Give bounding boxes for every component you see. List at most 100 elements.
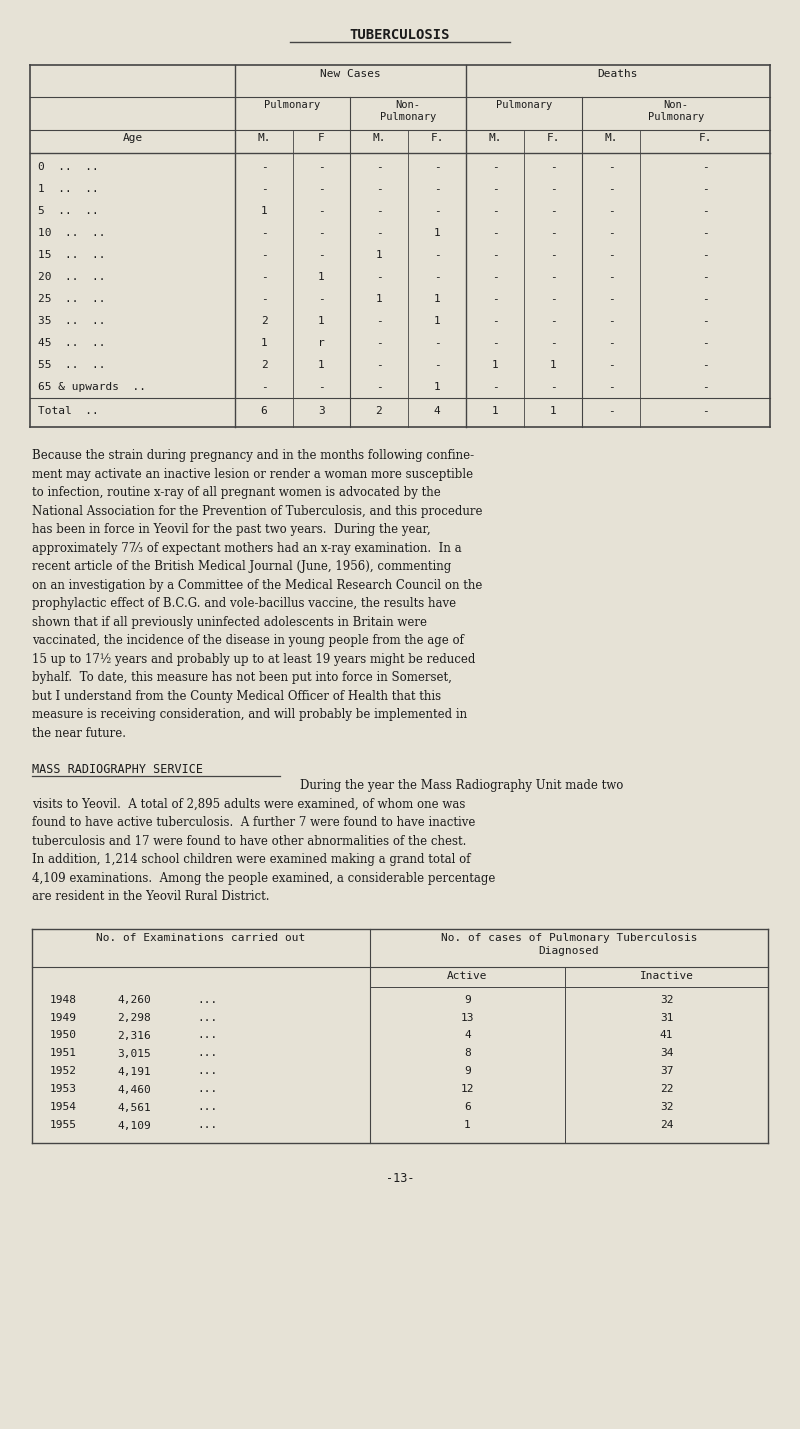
Text: -: - xyxy=(261,294,267,304)
Text: 1: 1 xyxy=(261,339,267,349)
Text: 2: 2 xyxy=(376,406,382,416)
Text: 2,316: 2,316 xyxy=(117,1030,150,1040)
Text: 1950: 1950 xyxy=(50,1030,77,1040)
Text: In addition, 1,214 school children were examined making a grand total of: In addition, 1,214 school children were … xyxy=(32,853,470,866)
Text: 1: 1 xyxy=(318,272,325,282)
Text: -: - xyxy=(550,316,556,326)
Text: Non-
Pulmonary: Non- Pulmonary xyxy=(648,100,704,123)
Text: -: - xyxy=(608,360,614,370)
Text: -: - xyxy=(550,250,556,260)
Text: -: - xyxy=(492,206,498,216)
Text: M.: M. xyxy=(258,133,270,143)
Text: M.: M. xyxy=(488,133,502,143)
Text: Total  ..: Total .. xyxy=(38,406,98,416)
Text: -: - xyxy=(702,161,708,171)
Text: ...: ... xyxy=(197,1030,218,1040)
Text: -: - xyxy=(318,184,325,194)
Text: visits to Yeovil.  A total of 2,895 adults were examined, of whom one was: visits to Yeovil. A total of 2,895 adult… xyxy=(32,797,466,810)
Text: 1951: 1951 xyxy=(50,1049,77,1059)
Text: -: - xyxy=(376,229,382,239)
Text: -: - xyxy=(550,206,556,216)
Text: 1953: 1953 xyxy=(50,1085,77,1095)
Text: 1: 1 xyxy=(492,360,498,370)
Text: -: - xyxy=(318,206,325,216)
Text: MASS RADIOGRAPHY SERVICE: MASS RADIOGRAPHY SERVICE xyxy=(32,763,203,776)
Text: -: - xyxy=(318,229,325,239)
Text: -: - xyxy=(492,272,498,282)
Text: New Cases: New Cases xyxy=(320,69,381,79)
Text: shown that if all previously uninfected adolescents in Britain were: shown that if all previously uninfected … xyxy=(32,616,427,629)
Text: F.: F. xyxy=(430,133,444,143)
Text: -: - xyxy=(492,184,498,194)
Text: -: - xyxy=(702,339,708,349)
Text: 37: 37 xyxy=(660,1066,674,1076)
Text: -: - xyxy=(608,294,614,304)
Text: -: - xyxy=(702,382,708,392)
Text: 1: 1 xyxy=(550,360,556,370)
Text: -: - xyxy=(702,316,708,326)
Text: 45  ..  ..: 45 .. .. xyxy=(38,339,106,349)
Text: F: F xyxy=(318,133,325,143)
Text: 22: 22 xyxy=(660,1085,674,1095)
Text: -: - xyxy=(608,229,614,239)
Text: prophylactic effect of B.C.G. and vole-bacillus vaccine, the results have: prophylactic effect of B.C.G. and vole-b… xyxy=(32,597,456,610)
Text: -: - xyxy=(318,250,325,260)
Text: 41: 41 xyxy=(660,1030,674,1040)
Text: -: - xyxy=(434,184,440,194)
Text: measure is receiving consideration, and will probably be implemented in: measure is receiving consideration, and … xyxy=(32,707,467,722)
Text: 10  ..  ..: 10 .. .. xyxy=(38,229,106,239)
Text: the near future.: the near future. xyxy=(32,726,126,739)
Text: 15  ..  ..: 15 .. .. xyxy=(38,250,106,260)
Text: -: - xyxy=(434,250,440,260)
Text: F.: F. xyxy=(698,133,712,143)
Text: -: - xyxy=(376,316,382,326)
Text: -: - xyxy=(492,161,498,171)
Text: 1: 1 xyxy=(318,360,325,370)
Text: During the year the Mass Radiography Unit made two: During the year the Mass Radiography Uni… xyxy=(300,779,623,792)
Text: 1: 1 xyxy=(464,1120,471,1130)
Text: F.: F. xyxy=(546,133,560,143)
Text: 1954: 1954 xyxy=(50,1103,77,1113)
Text: -: - xyxy=(376,382,382,392)
Text: -13-: -13- xyxy=(386,1173,414,1186)
Text: 6: 6 xyxy=(464,1103,471,1113)
Text: 32: 32 xyxy=(660,995,674,1005)
Text: Deaths: Deaths xyxy=(598,69,638,79)
Text: -: - xyxy=(550,294,556,304)
Text: -: - xyxy=(261,229,267,239)
Text: 4,191: 4,191 xyxy=(117,1066,150,1076)
Text: ...: ... xyxy=(197,1066,218,1076)
Text: tuberculosis and 17 were found to have other abnormalities of the chest.: tuberculosis and 17 were found to have o… xyxy=(32,835,466,847)
Text: -: - xyxy=(376,161,382,171)
Text: ...: ... xyxy=(197,1013,218,1023)
Text: 20  ..  ..: 20 .. .. xyxy=(38,272,106,282)
Text: -: - xyxy=(376,360,382,370)
Text: -: - xyxy=(492,339,498,349)
Text: 25  ..  ..: 25 .. .. xyxy=(38,294,106,304)
Text: -: - xyxy=(608,339,614,349)
Text: -: - xyxy=(608,161,614,171)
Text: M.: M. xyxy=(604,133,618,143)
Text: 2: 2 xyxy=(261,360,267,370)
Text: 0  ..  ..: 0 .. .. xyxy=(38,161,98,171)
Text: ...: ... xyxy=(197,1120,218,1130)
Text: 8: 8 xyxy=(464,1049,471,1059)
Text: -: - xyxy=(434,206,440,216)
Text: Because the strain during pregnancy and in the months following confine-: Because the strain during pregnancy and … xyxy=(32,449,474,462)
Text: approximately 77⁄₃ of expectant mothers had an x-ray examination.  In a: approximately 77⁄₃ of expectant mothers … xyxy=(32,542,462,554)
Text: 3,015: 3,015 xyxy=(117,1049,150,1059)
Text: -: - xyxy=(608,316,614,326)
Text: -: - xyxy=(492,250,498,260)
Text: found to have active tuberculosis.  A further 7 were found to have inactive: found to have active tuberculosis. A fur… xyxy=(32,816,475,829)
Text: 4: 4 xyxy=(434,406,440,416)
Text: -: - xyxy=(261,382,267,392)
Text: 1: 1 xyxy=(434,294,440,304)
Text: TUBERCULOSIS: TUBERCULOSIS xyxy=(350,29,450,41)
Text: -: - xyxy=(376,206,382,216)
Text: -: - xyxy=(434,272,440,282)
Text: has been in force in Yeovil for the past two years.  During the year,: has been in force in Yeovil for the past… xyxy=(32,523,430,536)
Text: -: - xyxy=(492,316,498,326)
Text: but I understand from the County Medical Officer of Health that this: but I understand from the County Medical… xyxy=(32,690,441,703)
Text: 4,109: 4,109 xyxy=(117,1120,150,1130)
Text: -: - xyxy=(376,184,382,194)
